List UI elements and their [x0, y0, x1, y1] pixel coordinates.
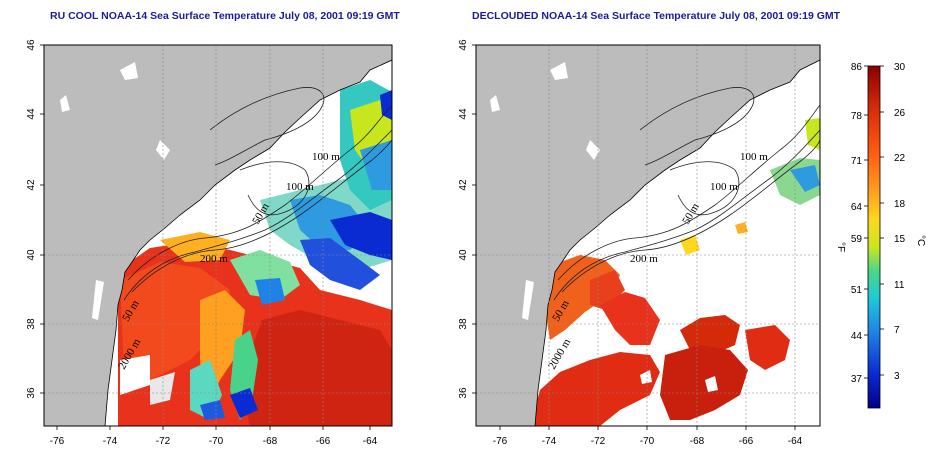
- lon-tick-label: -64: [788, 436, 803, 447]
- lon-tick-label: -68: [263, 436, 278, 447]
- right-map-panel: 100 m 100 m 50 m 200 m 50 m 2000 m 46444…: [458, 39, 821, 447]
- lon-tick-label: -70: [640, 436, 655, 447]
- right-axes: 46 44 42 40 38 36 -76 -74 -72 -70 -68 -66 -64: [458, 39, 803, 447]
- celsius-tick-label: 7: [894, 325, 900, 336]
- lat-tick-label: 36: [458, 387, 469, 399]
- lat-tick-label: 36: [26, 387, 37, 399]
- right-sst-field: [530, 118, 820, 426]
- celsius-tick-label: 22: [894, 153, 906, 164]
- contour-label: 100 m: [312, 151, 340, 163]
- lon-tick-label: -72: [591, 436, 606, 447]
- lon-tick-label: -76: [50, 436, 65, 447]
- right-graticule: [476, 45, 820, 426]
- fahrenheit-tick-label: 64: [851, 202, 863, 213]
- fahrenheit-tick-label: 37: [851, 374, 863, 385]
- colorbar: 86 78 71 64 59 51 44 37 30 26 22 18 15 11 7 3 °F °C: [835, 62, 926, 409]
- lat-tick-label: 40: [458, 249, 469, 261]
- celsius-unit-label: °C: [915, 235, 926, 246]
- left-map-panel: 100 m 100 m 50 m 200 m 50 m 2000 m 46444…: [26, 39, 393, 447]
- celsius-tick-label: 18: [894, 199, 906, 210]
- fahrenheit-tick-label: 86: [851, 62, 863, 73]
- fahrenheit-tick-label: 78: [851, 111, 863, 122]
- lat-tick-label: 42: [26, 179, 37, 191]
- lat-tick-label: 46: [458, 39, 469, 51]
- lon-tick-label: -66: [316, 436, 331, 447]
- contour-label: 100 m: [286, 181, 314, 193]
- lat-tick-label: 44: [458, 108, 469, 120]
- fahrenheit-unit-label: °F: [835, 242, 846, 252]
- right-map-frame: [475, 44, 821, 427]
- lat-tick-label: 38: [26, 318, 37, 330]
- right-lake: [550, 62, 568, 80]
- contour-label: 100 m: [740, 151, 768, 163]
- lon-tick-label: -66: [739, 436, 754, 447]
- colorbar-gradient: [867, 65, 881, 409]
- left-land-mass: [44, 45, 392, 426]
- lon-tick-label: -64: [363, 436, 378, 447]
- lat-tick-label: 40: [26, 249, 37, 261]
- lat-tick-label: 44: [26, 108, 37, 120]
- celsius-tick-label: 11: [894, 280, 905, 291]
- lon-tick-label: -74: [542, 436, 557, 447]
- right-map-title: DECLOUDED NOAA-14 Sea Surface Temperatur…: [472, 10, 841, 22]
- celsius-tick-label: 3: [894, 371, 900, 382]
- celsius-tick-label: 15: [894, 234, 906, 245]
- left-map-title: RU COOL NOAA-14 Sea Surface Temperature …: [50, 10, 400, 22]
- lat-tick-label: 42: [458, 179, 469, 191]
- left-sst-field: [118, 80, 392, 426]
- lat-tick-label: 38: [458, 318, 469, 330]
- contour-label: 200 m: [630, 253, 658, 265]
- left-lake: [120, 62, 138, 80]
- fahrenheit-tick-label: 44: [851, 331, 863, 342]
- fahrenheit-tick-label: 51: [851, 285, 863, 296]
- lon-tick-label: -68: [690, 436, 705, 447]
- fahrenheit-tick-label: 59: [851, 234, 863, 245]
- celsius-tick-label: 26: [894, 108, 906, 119]
- contour-label: 200 m: [200, 253, 228, 265]
- contour-label: 100 m: [710, 181, 738, 193]
- left-graticule: [44, 45, 392, 426]
- fahrenheit-tick-label: 71: [851, 156, 863, 167]
- right-land-mass: [476, 45, 820, 426]
- lon-tick-label: -74: [103, 436, 118, 447]
- celsius-tick-label: 30: [894, 62, 906, 73]
- lon-tick-label: -76: [493, 436, 508, 447]
- lon-tick-label: -72: [156, 436, 171, 447]
- left-map-frame: [43, 44, 393, 427]
- lon-tick-label: -70: [209, 436, 224, 447]
- left-axes: 46 44 42 40 38 36 -76 -74 -72 -70 -68 -66 -64: [26, 39, 378, 447]
- lat-tick-label: 46: [26, 39, 37, 51]
- left-bathymetry-contours: [123, 87, 392, 301]
- right-bathymetry-contours: [553, 87, 820, 301]
